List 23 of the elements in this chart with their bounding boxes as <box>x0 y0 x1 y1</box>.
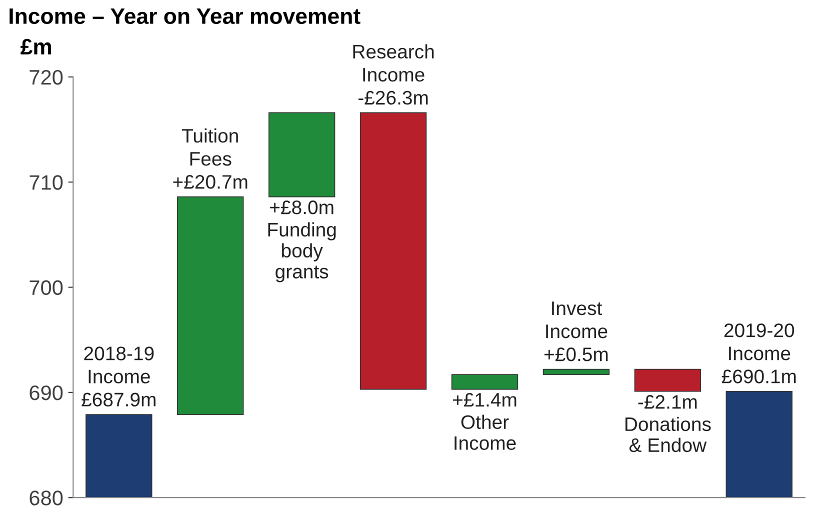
data-label: +£20.7m <box>173 175 248 189</box>
data-label: £687.9m <box>82 392 156 406</box>
y-tick-label: 710 <box>30 175 63 190</box>
data-label: -£2.1m <box>638 395 697 409</box>
y-tick-label: 680 <box>30 490 63 506</box>
x-tick-label: 2018-19 Income <box>84 346 154 384</box>
x-tick-label: Funding body grants <box>268 222 336 282</box>
data-label: -£26.3m <box>358 90 428 105</box>
data-label: £690.1m <box>722 370 796 384</box>
x-tick-label: Other Income <box>454 414 516 450</box>
x-tick-label: Donations & Endow <box>625 416 711 452</box>
x-tick-label: 2019-20 Income <box>724 323 794 360</box>
x-tick-label: Research Income <box>353 44 434 82</box>
data-label: +£1.4m <box>453 392 516 407</box>
y-tick-label: 720 <box>30 70 63 85</box>
x-tick-label: Tuition Fees <box>182 128 238 166</box>
y-tick-label: 690 <box>30 385 63 400</box>
data-label: +£8.0m <box>270 200 334 214</box>
y-axis-title: £m <box>20 38 52 54</box>
x-tick-label: Invest Income <box>546 302 608 338</box>
chart-title: Income – Year on Year movement <box>10 8 360 24</box>
y-tick-label: 700 <box>30 280 63 296</box>
data-label: +£0.5m <box>544 347 608 362</box>
